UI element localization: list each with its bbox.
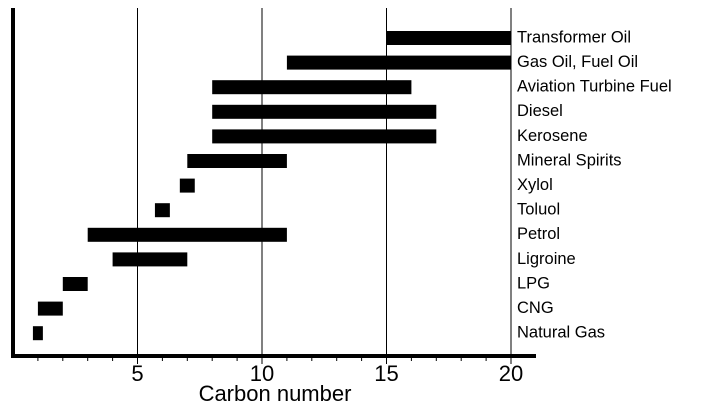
range-bar (212, 104, 437, 119)
category-label: Transformer Oil (517, 28, 631, 46)
range-bar (62, 277, 88, 291)
category-label: LPG (517, 274, 550, 292)
category-label: Toluol (517, 201, 560, 219)
category-label: Xylol (517, 176, 553, 194)
range-bar (37, 301, 63, 316)
x-tick-label: 10 (250, 361, 274, 386)
x-ticks: 5 10 15 20 (37, 356, 523, 386)
x-tick-label: 5 (131, 361, 143, 386)
category-labels: Transformer Oil Gas Oil, Fuel Oil Aviation… (517, 28, 672, 341)
category-label: Kerosene (517, 127, 588, 145)
range-bar (386, 31, 511, 45)
category-label: Ligroine (517, 250, 576, 268)
range-bar (179, 178, 195, 193)
category-label: Mineral Spirits (517, 151, 622, 169)
range-bar (32, 326, 43, 341)
range-bar (212, 80, 412, 95)
range-bar (154, 203, 170, 218)
range-bar (187, 154, 287, 168)
category-label: Gas Oil, Fuel Oil (517, 53, 638, 71)
axes (11, 8, 536, 358)
category-label: CNG (517, 299, 554, 317)
x-tick-label: 15 (374, 361, 398, 386)
category-label: Aviation Turbine Fuel (517, 78, 672, 96)
category-label: Petrol (517, 225, 560, 243)
x-axis-title: Carbon number (199, 381, 352, 405)
range-bars (32, 31, 511, 341)
range-bar (212, 129, 437, 144)
range-bar (112, 252, 188, 267)
range-bar (87, 227, 287, 242)
category-label: Natural Gas (517, 324, 605, 342)
category-label: Diesel (517, 102, 563, 120)
range-bar (286, 55, 511, 70)
x-tick-label: 20 (499, 361, 523, 386)
